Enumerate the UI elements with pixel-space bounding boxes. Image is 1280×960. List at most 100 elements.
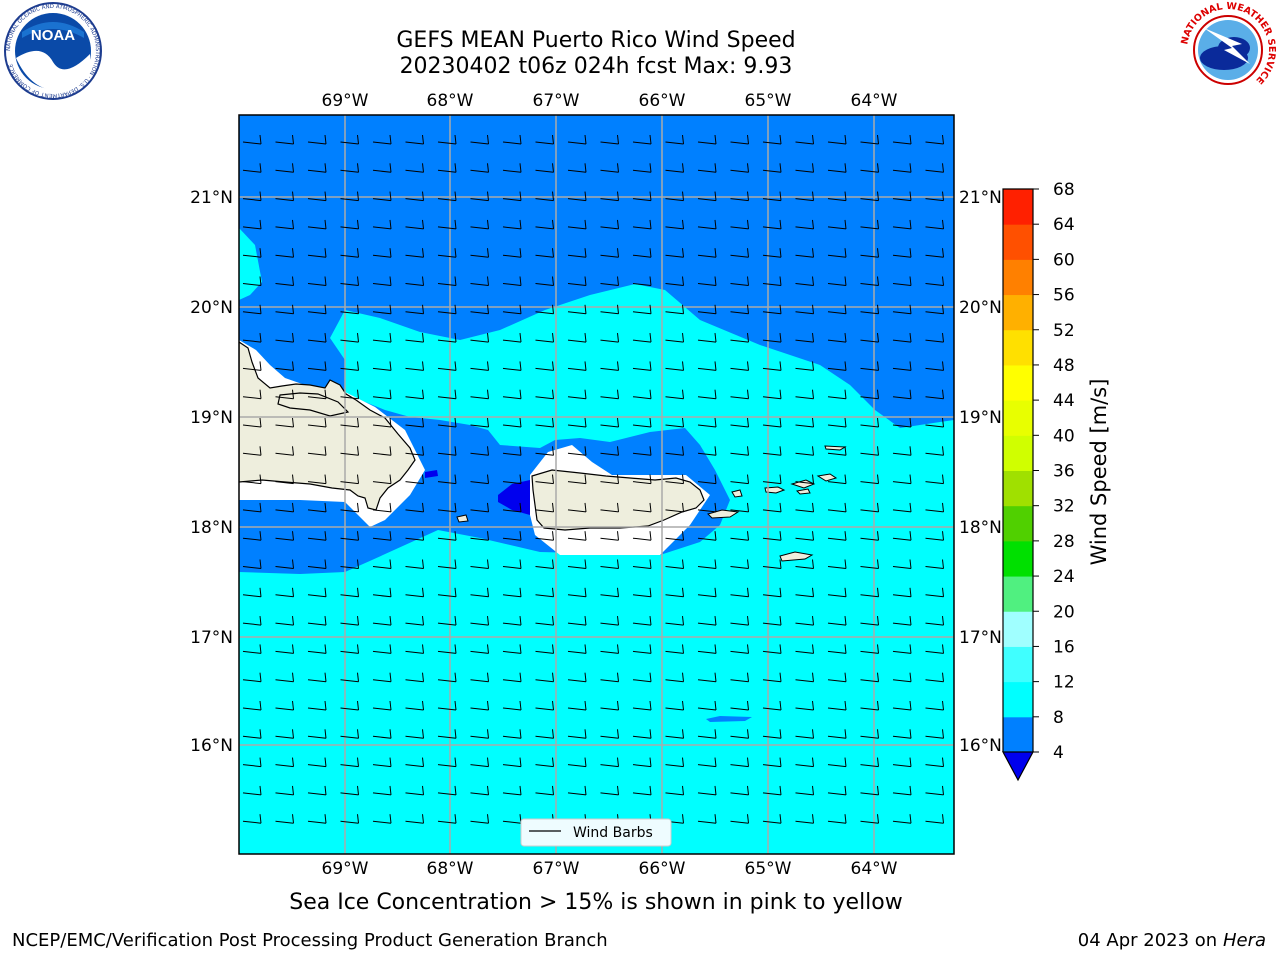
wind-barb <box>242 134 262 145</box>
barb-flag <box>909 333 912 343</box>
wind-barb <box>925 502 944 513</box>
barb-staff <box>860 792 879 796</box>
barb-staff <box>275 820 294 824</box>
barb-flag <box>454 333 457 343</box>
wind-barbs-legend: Wind Barbs <box>520 818 672 847</box>
barb-flag <box>584 644 587 654</box>
barb-flag <box>584 785 587 795</box>
barb-flag <box>584 729 587 739</box>
wind-barb <box>275 248 294 258</box>
barb-staff <box>242 452 262 456</box>
barb-flag <box>617 389 619 399</box>
colorbar-tick-label: 60 <box>1053 250 1075 270</box>
barb-staff <box>730 566 749 569</box>
barb-flag <box>617 502 619 512</box>
barb-flag <box>617 333 619 343</box>
barb-staff <box>405 283 424 286</box>
wind-barb <box>762 644 782 654</box>
barb-flag <box>519 134 522 145</box>
wind-barb <box>275 163 294 173</box>
lon-label-top: 65°W <box>745 91 792 111</box>
barb-staff <box>470 735 489 739</box>
barb-staff <box>925 367 944 371</box>
barb-flag <box>584 757 587 767</box>
barb-staff <box>795 594 814 598</box>
noaa-wordmark: NOAA <box>31 27 75 44</box>
barb-staff <box>697 424 717 428</box>
wind-barb <box>372 361 392 371</box>
footer-branch: NCEP/EMC/Verification Post Processing Pr… <box>12 930 608 951</box>
wind-barb <box>665 361 684 371</box>
barb-flag <box>682 616 684 626</box>
barb-staff <box>892 339 912 343</box>
wind-barb <box>892 219 912 230</box>
barb-staff <box>502 339 522 343</box>
wind-barb <box>697 644 717 654</box>
wind-barb <box>470 191 489 202</box>
barb-staff <box>470 452 489 456</box>
barb-flag <box>649 134 652 145</box>
barb-flag <box>617 587 619 597</box>
wind-barb <box>730 333 749 343</box>
barb-staff <box>405 198 424 202</box>
wind-barb <box>405 531 424 541</box>
barb-flag <box>519 531 522 541</box>
barb-staff <box>372 169 392 173</box>
barb-flag <box>324 361 327 371</box>
barb-staff <box>535 367 554 371</box>
wind-barb <box>372 531 392 541</box>
barb-staff <box>925 622 944 626</box>
barb-flag <box>357 672 359 682</box>
barb-flag <box>259 785 262 795</box>
wind-barb <box>340 559 359 569</box>
barb-flag <box>909 587 912 597</box>
barb-staff <box>860 452 879 456</box>
wind-barb <box>307 361 327 371</box>
barb-flag <box>779 446 782 456</box>
barb-staff <box>340 650 359 654</box>
virgin-islands <box>764 445 847 495</box>
barb-staff <box>762 226 782 230</box>
barb-flag <box>714 389 717 399</box>
barb-staff <box>437 226 457 230</box>
colorbar-tick-label: 68 <box>1053 180 1075 200</box>
barb-flag <box>519 248 522 258</box>
barb-staff <box>697 396 717 400</box>
barb-flag <box>389 587 392 597</box>
barb-flag <box>422 502 424 512</box>
barb-staff <box>925 396 944 400</box>
wind-barb <box>892 361 912 371</box>
wind-barb <box>405 389 424 400</box>
barb-flag <box>324 191 327 201</box>
barb-flag <box>259 729 262 739</box>
wind-barb <box>307 446 327 456</box>
wind-barb <box>242 191 262 202</box>
barb-staff <box>502 424 522 428</box>
wind-barb <box>307 389 327 400</box>
wind-barb <box>925 446 944 456</box>
barb-staff <box>340 311 359 315</box>
wind-barb <box>795 333 814 343</box>
barb-flag <box>552 163 554 173</box>
barb-staff <box>892 169 912 173</box>
wind-barb <box>632 304 652 315</box>
wind-barb <box>665 587 684 598</box>
barb-flag <box>584 304 587 314</box>
wind-barb <box>340 191 359 202</box>
wind-barb <box>892 814 912 824</box>
barb-staff <box>762 254 782 258</box>
barb-staff <box>567 226 587 230</box>
colorbar-segment <box>1003 329 1033 366</box>
barb-flag <box>552 672 554 682</box>
barb-flag <box>942 700 944 711</box>
wind-barb <box>600 729 619 739</box>
barb-flag <box>519 502 522 512</box>
wind-barb <box>567 333 587 343</box>
barb-flag <box>909 672 912 682</box>
wind-barb <box>307 276 327 286</box>
barb-staff <box>502 367 522 371</box>
barb-staff <box>762 396 782 400</box>
barb-flag <box>519 304 522 314</box>
barb-staff <box>762 367 782 371</box>
barb-flag <box>454 446 457 456</box>
